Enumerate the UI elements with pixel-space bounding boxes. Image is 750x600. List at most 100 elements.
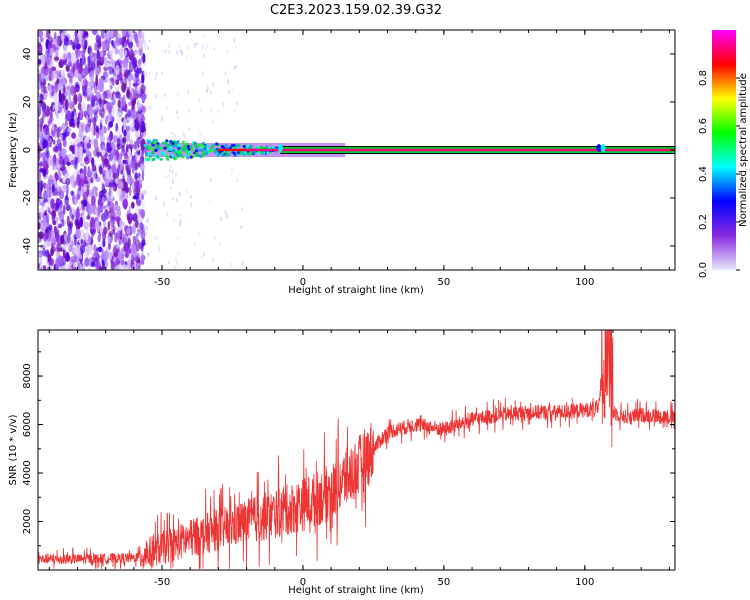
noise-cell <box>97 205 103 214</box>
noise-cell <box>58 185 62 196</box>
noise-cell <box>114 85 120 93</box>
noise-cell <box>90 216 95 227</box>
noise-cell <box>61 99 65 109</box>
noise-cell <box>112 228 116 235</box>
noise-cell <box>44 209 48 216</box>
signal-blob <box>172 144 176 148</box>
noise-cell <box>96 261 102 270</box>
noise-cell <box>81 38 85 50</box>
faint-noise-cell <box>226 213 228 219</box>
noise-cell <box>40 121 43 132</box>
faint-noise-cell <box>204 138 206 141</box>
noise-cell <box>90 228 96 234</box>
noise-cell <box>42 54 46 67</box>
noise-cell <box>52 139 56 145</box>
noise-cell <box>63 45 69 54</box>
noise-cell <box>90 147 94 153</box>
faint-noise-cell <box>196 42 199 46</box>
noise-cell <box>134 181 140 191</box>
noise-cell <box>84 156 90 165</box>
signal-blob <box>242 144 246 149</box>
signal-blob <box>187 150 192 154</box>
noise-cell <box>112 154 117 166</box>
noise-cell <box>95 176 101 183</box>
noise-cell <box>74 180 77 187</box>
noise-cell <box>87 56 91 68</box>
colorbar-ticks: 0.0 0.2 0.4 0.6 0.8 <box>698 70 740 278</box>
signal-blob <box>183 145 187 149</box>
noise-cell <box>45 260 50 268</box>
noise-cell <box>121 221 125 227</box>
colorbar-label: Normalized spectral amplitude <box>738 73 749 227</box>
noise-cell <box>62 176 66 184</box>
signal-blob <box>143 143 147 148</box>
faint-noise-cell <box>233 65 236 70</box>
y-tick-label: 0 <box>22 147 33 153</box>
noise-cell <box>53 187 58 196</box>
noise-cell <box>42 247 46 257</box>
noise-cell <box>108 120 114 128</box>
noise-cell <box>107 164 112 170</box>
faint-noise-cell <box>162 50 165 53</box>
noise-cell <box>45 52 50 60</box>
noise-cell <box>132 212 138 222</box>
noise-cell <box>52 154 57 167</box>
faint-noise-cell <box>188 127 191 131</box>
faint-noise-cell <box>236 102 238 106</box>
noise-cell <box>64 98 69 111</box>
noise-cell <box>50 246 54 257</box>
faint-noise-cell <box>206 90 208 93</box>
colorbar-tick-label: 0.6 <box>698 118 709 134</box>
colorbar-tick-label: 0.2 <box>698 214 709 230</box>
noise-cell <box>83 39 88 50</box>
signal-blob <box>185 156 190 160</box>
noise-cell <box>88 168 94 179</box>
signal-blob <box>166 157 170 161</box>
noise-cell <box>78 36 83 41</box>
noise-cell <box>76 58 80 70</box>
signal-blob <box>245 145 249 149</box>
colorbar-tick-label: 0.0 <box>698 262 709 278</box>
noise-cell <box>70 52 75 64</box>
noise-cell <box>53 92 58 103</box>
noise-cell <box>127 225 133 236</box>
noise-cell <box>83 165 87 177</box>
noise-cell <box>84 257 90 267</box>
noise-cell <box>47 132 51 142</box>
colorbar-tick-label: 0.8 <box>698 70 709 86</box>
noise-cell <box>128 253 132 261</box>
noise-cell <box>108 66 113 75</box>
noise-cell <box>124 182 128 192</box>
noise-cell <box>104 39 110 49</box>
faint-noise-cell <box>162 202 165 207</box>
noise-cell <box>122 198 128 209</box>
noise-cell <box>55 231 60 243</box>
faint-noise-cell <box>235 65 238 69</box>
noise-cell <box>58 60 64 69</box>
noise-cell <box>132 155 136 163</box>
faint-noise-cell <box>202 45 204 49</box>
noise-cell <box>78 68 83 75</box>
noise-cell <box>142 52 146 64</box>
noise-cell <box>54 99 58 110</box>
noise-cell <box>64 199 70 207</box>
noise-cell <box>60 265 66 270</box>
signal-blob <box>163 146 167 150</box>
faint-noise-cell <box>174 264 176 270</box>
faint-noise-cell <box>178 191 181 197</box>
spectrogram-ylabel: Frequency (Hz) <box>8 112 19 188</box>
faint-noise-cell <box>219 241 221 246</box>
noise-cell <box>77 248 81 256</box>
faint-noise-cell <box>169 164 172 168</box>
signal-blob <box>194 143 198 147</box>
noise-cell <box>60 93 65 102</box>
noise-cell <box>141 74 145 84</box>
signal-blob <box>184 149 189 154</box>
faint-noise-cell <box>224 210 227 215</box>
noise-cell <box>135 233 139 242</box>
faint-noise-cell <box>220 217 223 221</box>
noise-cell <box>63 35 69 48</box>
noise-cell <box>87 235 92 245</box>
noise-cell <box>62 30 67 36</box>
noise-cell <box>61 244 66 251</box>
